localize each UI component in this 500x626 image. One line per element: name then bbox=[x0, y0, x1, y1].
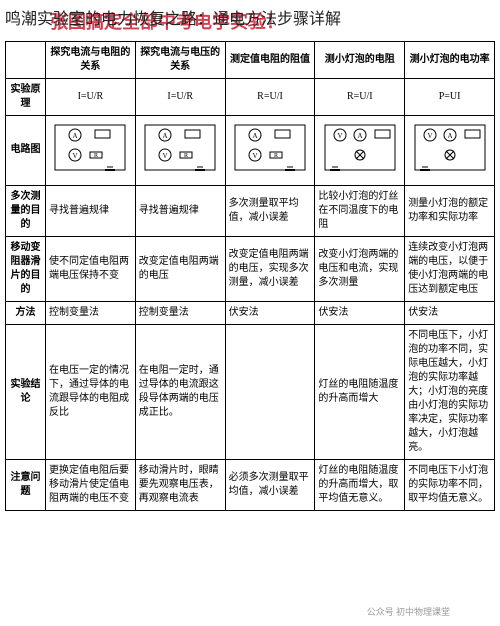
cell-method-1: 控制变量法 bbox=[46, 301, 136, 324]
col-header-4: 测小灯泡的电阻 bbox=[315, 41, 405, 78]
svg-text:R: R bbox=[94, 153, 98, 159]
svg-text:A: A bbox=[357, 132, 362, 140]
row-label-circuit: 电路图 bbox=[6, 115, 46, 185]
cell-circuit-2: A V R bbox=[135, 115, 225, 185]
svg-text:A: A bbox=[73, 132, 78, 140]
cell-principle-5: P=UI bbox=[405, 78, 495, 115]
table-row: 实验结论 在电压一定的情况下，通过导体的电流跟导体的电阻成反比 在电阻一定时，通… bbox=[6, 324, 495, 459]
cell-method-5: 伏安法 bbox=[405, 301, 495, 324]
row-label-multi: 多次测量的目的 bbox=[6, 185, 46, 236]
cell-multi-1: 寻找普遍规律 bbox=[46, 185, 136, 236]
svg-text:R: R bbox=[274, 153, 278, 159]
page-title: 鸣潮实验室的电力恢复之路：通电方法步骤详解 bbox=[5, 5, 495, 41]
row-label-principle: 实验原理 bbox=[6, 78, 46, 115]
svg-text:A: A bbox=[252, 132, 257, 140]
svg-text:V: V bbox=[163, 152, 168, 160]
svg-text:A: A bbox=[163, 132, 168, 140]
watermark-text: 公众号 初中物理课堂 bbox=[367, 605, 450, 618]
cell-conclusion-3 bbox=[225, 324, 315, 459]
table-row: 多次测量的目的 寻找普遍规律 寻找普遍规律 多次测量取平均值，减小误差 比较小灯… bbox=[6, 185, 495, 236]
cell-circuit-1: A V R bbox=[46, 115, 136, 185]
svg-text:V: V bbox=[427, 132, 432, 140]
cell-method-4: 伏安法 bbox=[315, 301, 405, 324]
cell-notes-1: 更换定值电阻后要移动滑片使定值电阻两端的电压不变 bbox=[46, 459, 136, 510]
cell-circuit-5: V A bbox=[405, 115, 495, 185]
cell-notes-4: 灯丝的电阻随温度的升高而增大，取平均值无意义。 bbox=[315, 459, 405, 510]
circuit-diagram-icon: A V R bbox=[140, 120, 220, 175]
cell-notes-5: 不同电压下小灯泡的实际功率不同，取平均值无意义。 bbox=[405, 459, 495, 510]
col-header-5: 测小灯泡的电功率 bbox=[405, 41, 495, 78]
svg-text:R: R bbox=[184, 153, 188, 159]
row-label-notes: 注意问题 bbox=[6, 459, 46, 510]
cell-principle-1: I=U/R bbox=[46, 78, 136, 115]
table-row: 方法 控制变量法 控制变量法 伏安法 伏安法 伏安法 bbox=[6, 301, 495, 324]
cell-notes-2: 移动滑片时，眼睛要先观察电压表，再观察电流表 bbox=[135, 459, 225, 510]
cell-multi-3: 多次测量取平均值，减小误差 bbox=[225, 185, 315, 236]
cell-circuit-4: V A bbox=[315, 115, 405, 185]
circuit-diagram-icon: V A bbox=[320, 120, 400, 175]
row-label-method: 方法 bbox=[6, 301, 46, 324]
cell-method-2: 控制变量法 bbox=[135, 301, 225, 324]
table-row: 移动变阻器滑片的目的 使不同定值电阻两端电压保持不变 改变定值电阻两端的电压 改… bbox=[6, 236, 495, 301]
circuit-diagram-icon: A V R bbox=[230, 120, 310, 175]
circuit-diagram-icon: A V R bbox=[50, 120, 130, 175]
cell-notes-3: 必须多次测量取平均值，减小误差 bbox=[225, 459, 315, 510]
cell-conclusion-2: 在电阻一定时，通过导体的电流跟这段导体两端的电压成正比。 bbox=[135, 324, 225, 459]
svg-text:A: A bbox=[447, 132, 452, 140]
col-header-2: 探究电流与电压的关系 bbox=[135, 41, 225, 78]
cell-conclusion-1: 在电压一定的情况下，通过导体的电流跟导体的电阻成反比 bbox=[46, 324, 136, 459]
row-label-conclusion: 实验结论 bbox=[6, 324, 46, 459]
experiment-table: 探究电流与电阻的关系 探究电流与电压的关系 测定值电阻的阻值 测小灯泡的电阻 测… bbox=[5, 41, 495, 511]
circuit-diagram-icon: V A bbox=[410, 120, 490, 175]
cell-slider-3: 改变定值电阻两端的电压，实现多次测量，减小误差 bbox=[225, 236, 315, 301]
cell-slider-2: 改变定值电阻两端的电压 bbox=[135, 236, 225, 301]
cell-slider-4: 改变小灯泡两端的电压和电流，实现多次测量 bbox=[315, 236, 405, 301]
col-header-1: 探究电流与电阻的关系 bbox=[46, 41, 136, 78]
cell-principle-2: I=U/R bbox=[135, 78, 225, 115]
col-header-3: 测定值电阻的阻值 bbox=[225, 41, 315, 78]
svg-text:V: V bbox=[337, 132, 342, 140]
cell-slider-5: 连续改变小灯泡两端的电压，以便于使小灯泡两端的电压达到额定电压 bbox=[405, 236, 495, 301]
cell-conclusion-4: 灯丝的电阻随温度的升高而增大 bbox=[315, 324, 405, 459]
cell-conclusion-5: 不同电压下，小灯泡的功率不同，实际电压越大，小灯泡的实际功率越大；小灯泡的亮度由… bbox=[405, 324, 495, 459]
cell-principle-4: R=U/I bbox=[315, 78, 405, 115]
cell-principle-3: R=U/I bbox=[225, 78, 315, 115]
corner-cell bbox=[6, 41, 46, 78]
cell-circuit-3: A V R bbox=[225, 115, 315, 185]
svg-text:V: V bbox=[73, 152, 78, 160]
cell-multi-5: 测量小灯泡的额定功率和实际功率 bbox=[405, 185, 495, 236]
table-row: 实验原理 I=U/R I=U/R R=U/I R=U/I P=UI bbox=[6, 78, 495, 115]
cell-multi-2: 寻找普遍规律 bbox=[135, 185, 225, 236]
table-row: 注意问题 更换定值电阻后要移动滑片使定值电阻两端的电压不变 移动滑片时，眼睛要先… bbox=[6, 459, 495, 510]
cell-multi-4: 比较小灯泡的灯丝在不同温度下的电阻 bbox=[315, 185, 405, 236]
table-row: 电路图 A V R A bbox=[6, 115, 495, 185]
svg-text:V: V bbox=[252, 152, 257, 160]
row-label-slider: 移动变阻器滑片的目的 bbox=[6, 236, 46, 301]
cell-slider-1: 使不同定值电阻两端电压保持不变 bbox=[46, 236, 136, 301]
cell-method-3: 伏安法 bbox=[225, 301, 315, 324]
